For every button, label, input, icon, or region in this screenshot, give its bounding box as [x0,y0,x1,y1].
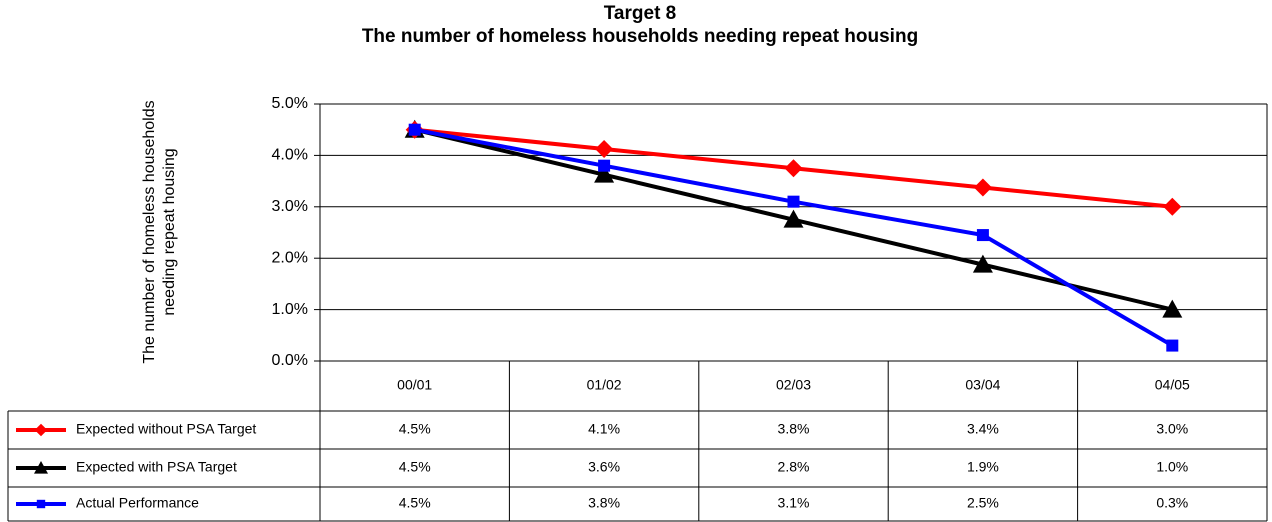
x-tick-label: 04/05 [1155,377,1190,393]
marker [972,254,993,273]
data-label: 4.5% [399,421,431,437]
data-label: 3.1% [778,495,810,511]
y-tick-label: 5.0% [272,95,308,112]
legend-label: Expected without PSA Target [76,421,256,437]
legend-label: Expected with PSA Target [76,459,237,475]
marker [973,178,992,197]
x-tick-label: 03/04 [965,377,1000,393]
legend-label: Actual Performance [76,495,199,511]
marker [1163,197,1182,216]
y-axis-label: The number of homeless households [141,100,158,363]
marker [1166,339,1179,352]
marker [595,139,614,158]
x-tick-label: 02/03 [776,377,811,393]
x-tick-label: 01/02 [587,377,622,393]
data-label: 3.6% [588,459,620,475]
data-label: 4.1% [588,421,620,437]
data-label: 0.3% [1156,495,1188,511]
data-label: 1.0% [1156,459,1188,475]
data-label: 2.8% [778,459,810,475]
y-tick-label: 2.0% [272,249,308,266]
chart-title: Target 8 [604,3,677,24]
data-label: 3.4% [967,421,999,437]
legend-marker [34,423,48,437]
marker [1162,299,1183,318]
marker [976,229,989,242]
marker [783,209,804,228]
marker [594,164,615,183]
marker [787,195,800,208]
data-label: 1.9% [967,459,999,475]
data-label: 3.8% [588,495,620,511]
data-label: 4.5% [399,459,431,475]
marker [784,159,803,178]
data-label: 2.5% [967,495,999,511]
marker [598,159,611,172]
data-label: 3.0% [1156,421,1188,437]
x-tick-label: 00/01 [397,377,432,393]
chart-subtitle: The number of homeless households needin… [362,26,918,47]
y-tick-label: 1.0% [272,301,308,318]
legend-marker [34,461,48,474]
y-tick-label: 3.0% [272,198,308,215]
legend-marker [36,499,46,509]
data-label: 3.8% [778,421,810,437]
y-axis-label: needing repeat housing [161,148,178,315]
marker [408,123,421,136]
y-tick-label: 4.0% [272,147,308,164]
y-tick-label: 0.0% [272,352,308,369]
data-label: 4.5% [399,495,431,511]
